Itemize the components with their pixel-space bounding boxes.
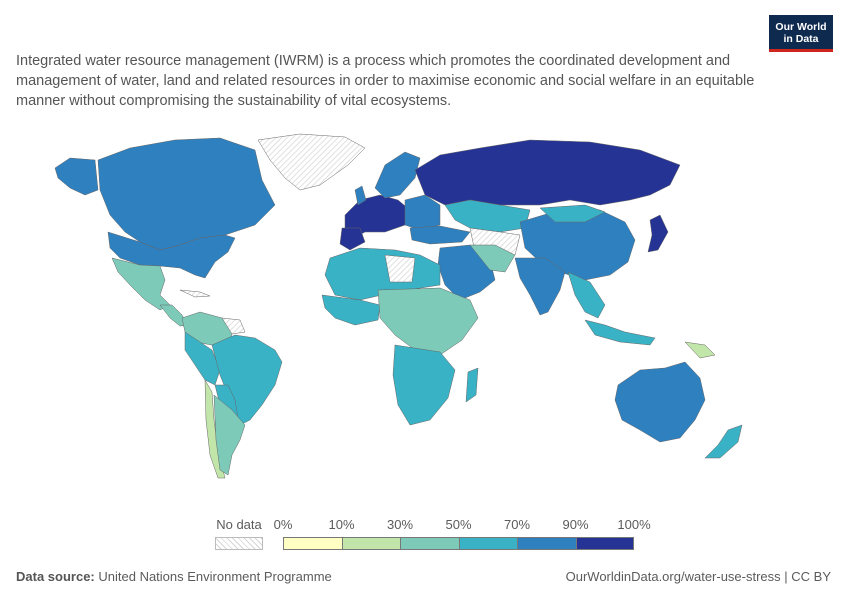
country-mongolia[interactable]	[539, 204, 606, 223]
country-india[interactable]	[514, 257, 566, 316]
country-libya[interactable]	[384, 254, 416, 283]
region-scandinavia[interactable]	[374, 151, 421, 199]
region-guianas[interactable]	[221, 317, 246, 335]
region-eastern-europe[interactable]	[404, 194, 441, 231]
country-australia[interactable]	[614, 361, 706, 443]
country-madagascar[interactable]	[465, 367, 479, 403]
legend-tick-label: 90%	[562, 517, 589, 532]
legend-tick-label: 10%	[328, 517, 355, 532]
country-alaska[interactable]	[54, 157, 99, 196]
country-united-kingdom[interactable]	[354, 185, 367, 206]
owid-logo[interactable]: Our World in Data	[769, 15, 833, 52]
legend-tick-label: 50%	[445, 517, 472, 532]
source-url[interactable]: OurWorldinData.org/water-use-stress | CC…	[565, 569, 831, 584]
legend-bin[interactable]	[575, 537, 634, 550]
country-chile[interactable]	[204, 379, 226, 479]
world-map	[54, 133, 743, 479]
region-central-africa[interactable]	[377, 287, 479, 356]
region-iberia[interactable]	[339, 227, 366, 251]
country-greenland[interactable]	[257, 133, 366, 191]
country-japan[interactable]	[647, 214, 669, 253]
no-data-swatch[interactable]	[215, 537, 263, 550]
legend-tick-label: 70%	[503, 517, 531, 532]
data-source-value: United Nations Environment Programme	[98, 569, 332, 584]
legend-tick-label: 100%	[617, 517, 651, 532]
country-new-zealand[interactable]	[704, 424, 743, 459]
legend-bin[interactable]	[400, 537, 459, 550]
country-cuba[interactable]	[179, 289, 211, 298]
legend-tick-label: 30%	[386, 517, 414, 532]
chart-subtitle: Integrated water resource management (IW…	[16, 53, 755, 109]
legend-bin[interactable]	[283, 537, 342, 550]
legend-tick-label: 0%	[273, 517, 293, 532]
country-canada[interactable]	[97, 137, 276, 251]
country-united-states[interactable]	[107, 231, 236, 279]
data-source-label: Data source:	[16, 569, 95, 584]
country-iran[interactable]	[469, 244, 516, 273]
country-russia[interactable]	[414, 139, 681, 206]
country-argentina[interactable]	[213, 394, 246, 476]
region-southeast-asia[interactable]	[567, 271, 606, 319]
country-indonesia[interactable]	[584, 319, 656, 346]
legend-bin[interactable]	[458, 537, 517, 550]
legend-bin[interactable]	[341, 537, 400, 550]
region-turkey[interactable]	[409, 225, 471, 245]
country-papua-new-guinea[interactable]	[684, 341, 716, 359]
data-source: Data source: United Nations Environment …	[16, 569, 332, 584]
color-legend: No data 0% 10% 30% 50% 70% 90% 100%	[0, 515, 850, 555]
region-southern-africa[interactable]	[392, 344, 456, 426]
region-west-africa[interactable]	[321, 294, 381, 326]
logo-line-1: Our World	[775, 21, 827, 33]
logo-line-2: in Data	[783, 33, 819, 45]
no-data-label: No data	[216, 517, 262, 532]
legend-bin[interactable]	[517, 537, 576, 550]
